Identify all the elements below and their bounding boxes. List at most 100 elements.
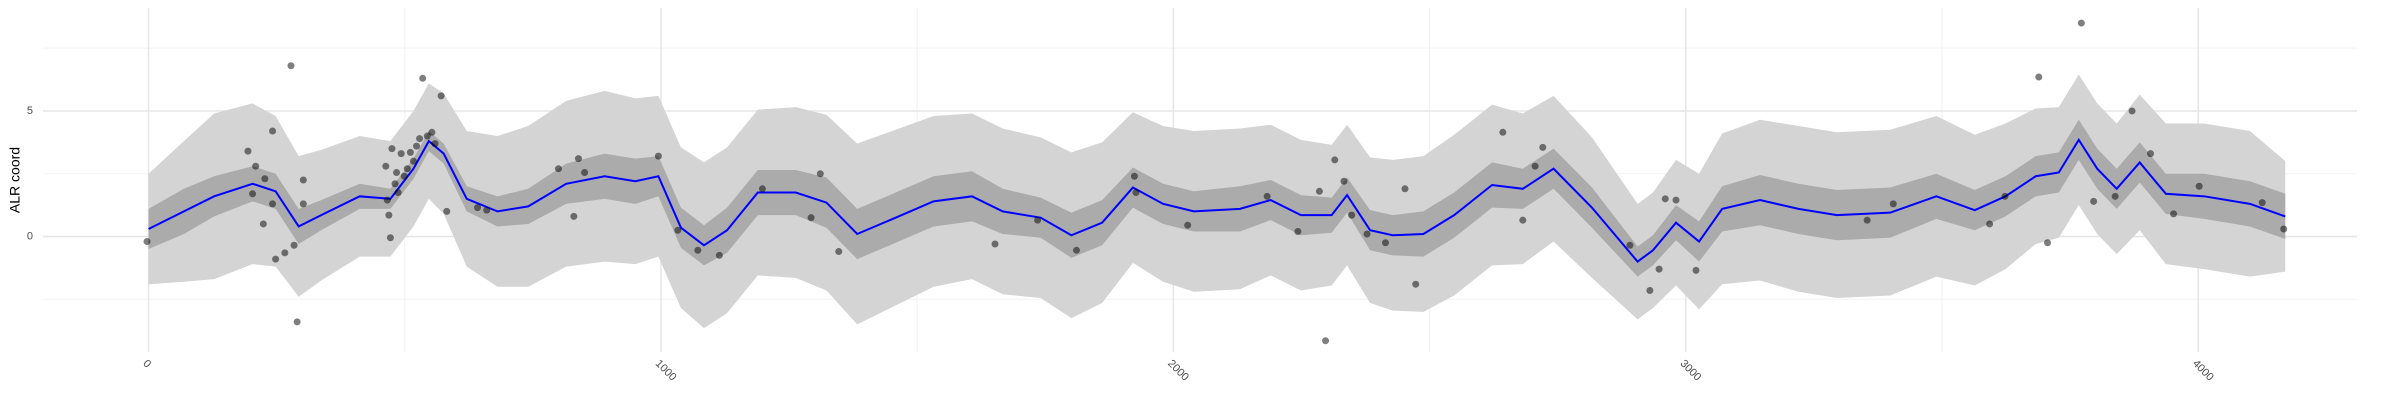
data-point: [244, 147, 252, 155]
data-point: [1661, 195, 1669, 203]
data-point: [259, 220, 267, 228]
data-point: [1263, 192, 1271, 200]
data-point: [1363, 230, 1371, 238]
y-tick-label: 0: [27, 230, 33, 242]
data-point: [299, 176, 307, 184]
data-point: [654, 152, 662, 160]
data-point: [1646, 286, 1654, 294]
x-tick-label: 2000: [1165, 358, 1191, 384]
data-point: [290, 241, 298, 249]
data-point: [1034, 216, 1042, 224]
data-point: [431, 140, 439, 148]
data-point: [386, 234, 394, 242]
data-point: [1322, 337, 1330, 345]
y-tick-label: 5: [27, 105, 33, 117]
data-point: [715, 251, 723, 259]
data-point: [1626, 241, 1634, 249]
data-point: [1130, 172, 1138, 180]
data-point: [483, 206, 491, 214]
data-point: [403, 165, 411, 173]
data-point: [443, 207, 451, 215]
data-point: [272, 255, 280, 263]
data-point: [1294, 227, 1302, 235]
data-point: [385, 211, 393, 219]
data-point: [570, 212, 578, 220]
data-point: [413, 142, 421, 150]
data-point: [1986, 220, 1994, 228]
data-point: [391, 180, 399, 188]
data-point: [416, 135, 424, 143]
data-point: [1381, 239, 1389, 247]
data-point: [2077, 19, 2085, 27]
x-tick-label: 4000: [2190, 358, 2216, 384]
data-point: [423, 132, 431, 140]
data-point: [1539, 143, 1547, 151]
data-point: [1672, 196, 1680, 204]
data-point: [2001, 192, 2009, 200]
data-point: [581, 168, 589, 176]
data-point: [816, 170, 824, 178]
data-point: [1073, 246, 1081, 254]
data-point: [437, 92, 445, 100]
data-point: [2035, 73, 2043, 81]
x-tick-label: 3000: [1678, 358, 1704, 384]
inner-band: [148, 119, 2286, 277]
x-tick-label: 0: [140, 358, 153, 371]
data-point: [2195, 182, 2203, 190]
data-point: [2128, 107, 2136, 115]
data-point: [428, 128, 436, 136]
data-point: [1340, 177, 1348, 185]
data-point: [1655, 265, 1663, 273]
y-axis-label: ALR coord: [7, 147, 23, 213]
data-point: [2280, 225, 2288, 233]
data-point: [2170, 210, 2178, 218]
data-point: [2111, 192, 2119, 200]
data-point: [1401, 185, 1409, 193]
data-point: [393, 168, 401, 176]
data-point: [293, 318, 301, 326]
data-point: [382, 162, 390, 170]
data-point: [406, 148, 414, 156]
data-point: [835, 248, 843, 256]
data-point: [991, 240, 999, 248]
data-point: [281, 249, 289, 257]
data-point: [674, 226, 682, 234]
data-point: [1889, 200, 1897, 208]
data-point: [574, 155, 582, 163]
data-point: [419, 74, 427, 82]
data-point: [252, 162, 260, 170]
data-point: [394, 189, 402, 197]
data-point: [1348, 211, 1356, 219]
data-point: [1531, 162, 1539, 170]
data-point: [1499, 128, 1507, 136]
data-point: [1692, 266, 1700, 274]
data-point: [554, 165, 562, 173]
data-point: [249, 190, 257, 198]
mean-line: [148, 137, 2286, 263]
data-point: [694, 246, 702, 254]
data-point: [2147, 150, 2155, 158]
data-point: [1184, 221, 1192, 229]
data-point: [261, 175, 269, 183]
data-point: [269, 127, 277, 135]
data-point: [1412, 280, 1420, 288]
data-point: [2044, 239, 2052, 247]
data-point: [1519, 216, 1527, 224]
data-point: [474, 204, 482, 212]
data-point: [807, 214, 815, 222]
data-point: [143, 238, 151, 246]
data-point: [388, 145, 396, 153]
data-point: [269, 200, 277, 208]
data-point: [1132, 189, 1140, 197]
data-point: [400, 172, 408, 180]
x-tick-label: 1000: [653, 358, 679, 384]
data-point: [409, 157, 417, 165]
data-point: [1315, 187, 1323, 195]
data-point: [2258, 199, 2266, 207]
data-point: [758, 185, 766, 193]
data-point: [383, 196, 391, 204]
data-point: [299, 200, 307, 208]
data-point: [2090, 197, 2098, 205]
data-point: [1331, 156, 1339, 164]
